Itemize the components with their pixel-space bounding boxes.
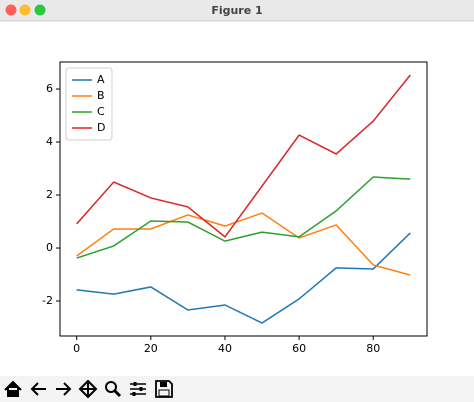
legend-label: A [97, 73, 105, 86]
plot-area [59, 61, 428, 337]
minimize-button[interactable] [19, 4, 31, 16]
x-tick-label: 0 [73, 342, 80, 355]
x-tick-label: 80 [366, 342, 380, 355]
line-series [76, 232, 411, 324]
y-tick-label: 6 [46, 82, 53, 95]
legend-label: B [97, 89, 105, 102]
x-tick-label: 20 [144, 342, 158, 355]
save-button[interactable] [155, 380, 173, 398]
line-series [76, 176, 411, 259]
legend-label: D [97, 121, 105, 134]
y-tick-label: 4 [46, 135, 53, 148]
zoom-rect-button[interactable] [105, 381, 122, 398]
x-tick-label: 40 [218, 342, 232, 355]
zoom-button[interactable] [34, 4, 46, 16]
close-button[interactable] [5, 4, 17, 16]
y-tick-label: 0 [46, 241, 53, 254]
forward-button[interactable] [56, 382, 72, 396]
x-tick-label: 60 [292, 342, 306, 355]
y-tick-label: -2 [42, 294, 53, 307]
configure-button[interactable] [130, 382, 146, 396]
legend-label: C [97, 105, 105, 118]
y-tick-label: 2 [46, 188, 53, 201]
window-title: Figure 1 [211, 4, 262, 17]
pan-button[interactable] [78, 379, 98, 399]
home-button[interactable] [4, 380, 22, 397]
legend [65, 67, 113, 141]
back-button[interactable] [30, 382, 46, 396]
title-bar [0, 0, 474, 21]
line-series [76, 74, 411, 238]
line-series [76, 212, 411, 276]
